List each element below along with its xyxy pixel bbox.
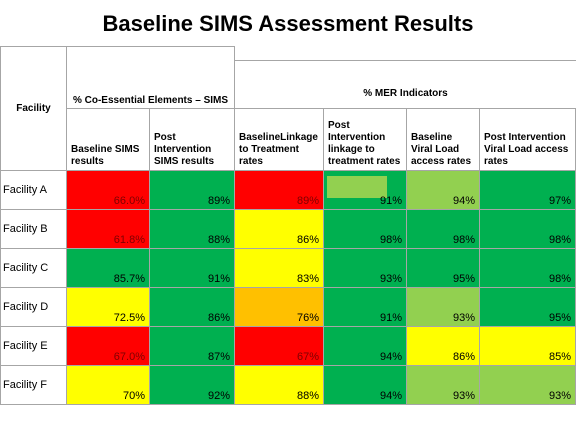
col-header-baseline-sims: Baseline SIMS results	[66, 108, 150, 171]
value-cell: 93%	[406, 365, 480, 405]
value-text: 98%	[548, 273, 571, 285]
value-text: 93%	[452, 390, 475, 402]
group-header-sims: % Co-Essential Elements – SIMS	[66, 46, 235, 109]
value-text: 91%	[379, 195, 402, 207]
value-cell: 93%	[406, 287, 480, 327]
group-header-mer: % MER Indicators	[234, 60, 576, 107]
value-cell: 91%	[149, 248, 235, 288]
value-text: 93%	[452, 312, 475, 324]
value-cell: 98%	[479, 209, 576, 249]
table-row: Facility A 66.0% 89% 89% 91% 94% 97%	[0, 170, 576, 210]
value-cell: 88%	[234, 365, 324, 405]
value-text: 67.0%	[113, 351, 145, 363]
value-text: 91%	[207, 273, 230, 285]
col-header-post-viral: Post Intervention Viral Load access rate…	[479, 108, 576, 171]
table-row: Facility B 61.8% 88% 86% 98% 98% 98%	[0, 209, 576, 249]
value-cell: 98%	[323, 209, 407, 249]
value-text: 94%	[379, 351, 402, 363]
value-cell: 61.8%	[66, 209, 150, 249]
value-cell: 66.0%	[66, 170, 150, 210]
value-text: 89%	[296, 195, 319, 207]
facility-header: Facility	[0, 46, 67, 171]
facility-name: Facility E	[0, 326, 67, 366]
value-cell: 98%	[479, 248, 576, 288]
header-spacer	[234, 46, 576, 109]
value-cell: 88%	[149, 209, 235, 249]
results-table: Facility % Co-Essential Elements – SIMS …	[0, 46, 576, 405]
value-cell: 86%	[406, 326, 480, 366]
col-header-baseline-viral: Baseline Viral Load access rates	[406, 108, 480, 171]
facility-name: Facility B	[0, 209, 67, 249]
value-text: 89%	[207, 195, 230, 207]
group-header-mer-label: % MER Indicators	[363, 88, 448, 99]
value-cell: 95%	[406, 248, 480, 288]
value-cell: 94%	[323, 326, 407, 366]
value-text: 98%	[548, 234, 571, 246]
value-text: 66.0%	[113, 195, 145, 207]
value-text: 91%	[379, 312, 402, 324]
col-header-baseline-linkage: BaselineLinkage to Treatment rates	[234, 108, 324, 171]
table-row: Facility D 72.5% 86% 76% 91% 93% 95%	[0, 287, 576, 327]
value-cell: 76%	[234, 287, 324, 327]
value-cell: 91%	[323, 170, 407, 210]
value-text: 95%	[452, 273, 475, 285]
value-cell: 85.7%	[66, 248, 150, 288]
value-cell: 86%	[234, 209, 324, 249]
value-cell: 94%	[406, 170, 480, 210]
value-text: 93%	[379, 273, 402, 285]
value-cell: 83%	[234, 248, 324, 288]
value-cell: 93%	[323, 248, 407, 288]
value-text: 85%	[548, 351, 571, 363]
value-cell: 94%	[323, 365, 407, 405]
value-cell: 95%	[479, 287, 576, 327]
value-text: 67%	[296, 351, 319, 363]
highlight-bar	[327, 176, 387, 198]
value-cell: 89%	[234, 170, 324, 210]
value-text: 98%	[379, 234, 402, 246]
value-text: 98%	[452, 234, 475, 246]
value-cell: 98%	[406, 209, 480, 249]
value-text: 72.5%	[113, 312, 145, 324]
facility-name: Facility A	[0, 170, 67, 210]
value-cell: 91%	[323, 287, 407, 327]
value-text: 87%	[207, 351, 230, 363]
value-text: 97%	[548, 195, 571, 207]
page-title: Baseline SIMS Assessment Results	[102, 11, 474, 36]
facility-name: Facility D	[0, 287, 67, 327]
value-text: 92%	[207, 390, 230, 402]
value-cell: 87%	[149, 326, 235, 366]
value-cell: 67%	[234, 326, 324, 366]
value-text: 86%	[207, 312, 230, 324]
value-cell: 67.0%	[66, 326, 150, 366]
value-cell: 85%	[479, 326, 576, 366]
value-cell: 93%	[479, 365, 576, 405]
value-text: 61.8%	[113, 234, 145, 246]
value-cell: 92%	[149, 365, 235, 405]
table-row: Facility F 70% 92% 88% 94% 93% 93%	[0, 365, 576, 405]
facility-name: Facility C	[0, 248, 67, 288]
value-text: 94%	[452, 195, 475, 207]
col-header-post-linkage: Post Intervention linkage to treatment r…	[323, 108, 407, 171]
value-cell: 72.5%	[66, 287, 150, 327]
table-row: Facility E 67.0% 87% 67% 94% 86% 85%	[0, 326, 576, 366]
value-text: 76%	[296, 312, 319, 324]
value-cell: 89%	[149, 170, 235, 210]
value-text: 83%	[296, 273, 319, 285]
value-text: 70%	[122, 390, 145, 402]
value-text: 95%	[548, 312, 571, 324]
value-text: 88%	[207, 234, 230, 246]
table-row: Facility C 85.7% 91% 83% 93% 95% 98%	[0, 248, 576, 288]
value-text: 94%	[379, 390, 402, 402]
value-cell: 97%	[479, 170, 576, 210]
col-header-post-sims: Post Intervention SIMS results	[149, 108, 235, 171]
value-text: 88%	[296, 390, 319, 402]
value-cell: 86%	[149, 287, 235, 327]
facility-name: Facility F	[0, 365, 67, 405]
value-text: 86%	[296, 234, 319, 246]
value-text: 93%	[548, 390, 571, 402]
value-text: 85.7%	[113, 273, 145, 285]
value-text: 86%	[452, 351, 475, 363]
value-cell: 70%	[66, 365, 150, 405]
